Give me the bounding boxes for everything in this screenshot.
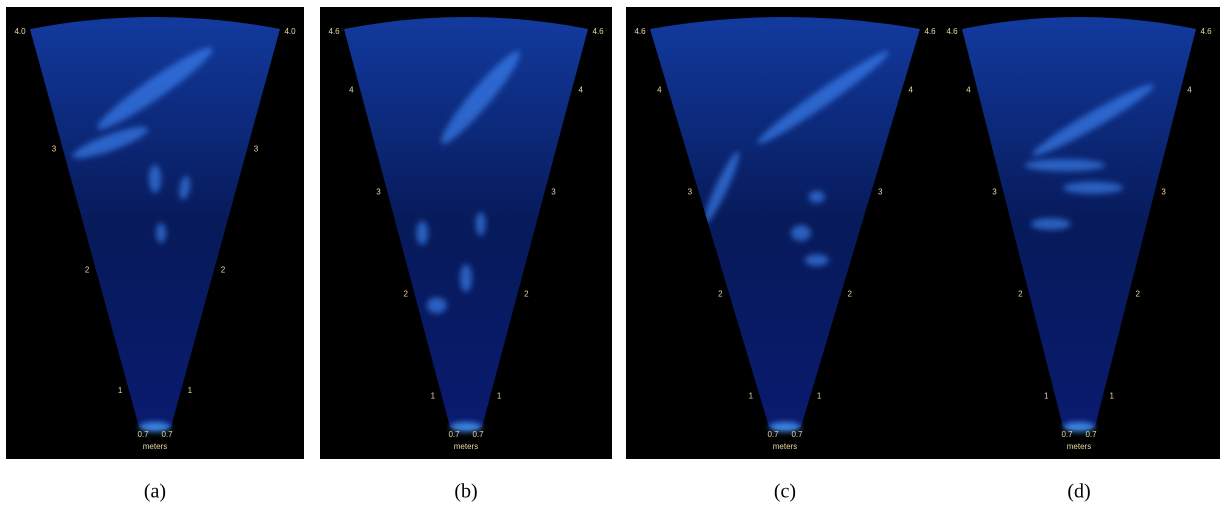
transducer-glow — [450, 422, 482, 432]
range-label: 4.6 — [328, 27, 340, 36]
echo — [1030, 217, 1071, 230]
echo-group — [1024, 84, 1154, 230]
sonar-fan — [30, 17, 280, 430]
range-label: 2 — [1018, 289, 1023, 298]
range-label: 4 — [578, 85, 583, 94]
echo — [72, 126, 148, 159]
echo — [416, 221, 429, 245]
range-label: 2 — [524, 289, 529, 298]
range-label: 2 — [221, 265, 226, 274]
sonar-fan — [962, 17, 1196, 430]
sonar-panel: 4.6 4 3 2 1 0.7 4.6 4 3 2 1 0.7 meters — [320, 7, 612, 459]
range-label: 3 — [52, 145, 57, 154]
range-label: 1 — [188, 386, 193, 395]
sonar-fan — [650, 17, 920, 430]
caption: (d) — [1067, 481, 1090, 503]
range-label: 3 — [1161, 187, 1166, 196]
echo — [426, 297, 447, 314]
echo-group — [703, 51, 889, 267]
range-label: 2 — [718, 289, 723, 298]
echo — [1024, 159, 1105, 172]
range-label: 3 — [551, 187, 556, 196]
echo — [441, 50, 520, 144]
echo-group — [72, 47, 213, 243]
range-label: 2 — [847, 289, 852, 298]
range-label: 0.7 — [1085, 430, 1097, 439]
range-label: 0.7 — [791, 430, 803, 439]
sonar-panel: 4.6 4 3 2 1 0.7 4.6 4 3 2 1 0.7 meters — [626, 7, 944, 459]
sonar-panel: 4.6 4 3 2 1 0.7 4.6 4 3 2 1 0.7 meters — [938, 7, 1220, 459]
unit-label: meters — [143, 442, 167, 451]
echo — [804, 254, 829, 267]
range-label: 4.6 — [946, 27, 958, 36]
sonar-panel: 4.0 3 2 1 0.7 4.0 3 2 1 0.7 meters — [6, 7, 304, 459]
echo — [97, 47, 213, 130]
range-label: 3 — [254, 145, 259, 154]
transducer-glow — [139, 422, 171, 432]
range-label: 4.6 — [924, 27, 936, 36]
range-label: 4.6 — [1200, 27, 1212, 36]
echo — [808, 190, 825, 203]
range-label: 1 — [431, 391, 436, 400]
range-label: 4 — [1187, 85, 1192, 94]
range-label: 4 — [349, 85, 354, 94]
range-label: 2 — [403, 289, 408, 298]
range-label: 2 — [1135, 289, 1140, 298]
range-label: 3 — [688, 187, 693, 196]
unit-label: meters — [773, 442, 797, 451]
sonar-fan — [344, 17, 588, 430]
echo — [790, 225, 811, 241]
unit-label: meters — [454, 442, 478, 451]
range-label: 1 — [1044, 391, 1049, 400]
range-label: 1 — [1110, 391, 1115, 400]
unit-label: meters — [1067, 442, 1091, 451]
echo — [460, 264, 472, 293]
range-label: 0.7 — [767, 430, 779, 439]
range-label: 4 — [908, 85, 913, 94]
echo — [475, 211, 486, 236]
range-label: 0.7 — [137, 430, 149, 439]
range-label: 1 — [497, 391, 502, 400]
echo — [1032, 84, 1154, 156]
range-label: 4.0 — [284, 27, 296, 36]
echo — [149, 164, 161, 193]
range-label: 3 — [992, 187, 997, 196]
transducer-glow — [1063, 422, 1095, 432]
range-label: 2 — [85, 265, 90, 274]
range-label: 4.6 — [592, 27, 604, 36]
transducer-glow — [769, 422, 801, 432]
range-label: 0.7 — [1061, 430, 1073, 439]
range-label: 3 — [376, 187, 381, 196]
range-label: 1 — [817, 391, 822, 400]
range-label: 4 — [657, 85, 662, 94]
range-label: 1 — [118, 386, 123, 395]
range-label: 3 — [878, 187, 883, 196]
caption: (b) — [454, 481, 477, 503]
range-label: 4 — [966, 85, 971, 94]
range-label: 4.0 — [14, 27, 26, 36]
echo — [1063, 181, 1124, 194]
range-label: 4.6 — [634, 27, 646, 36]
echo — [155, 223, 166, 243]
range-label: 0.7 — [448, 430, 460, 439]
range-label: 0.7 — [161, 430, 173, 439]
echo — [757, 51, 889, 144]
echo-group — [416, 50, 520, 314]
range-label: 0.7 — [472, 430, 484, 439]
caption: (c) — [774, 481, 796, 503]
range-label: 1 — [749, 391, 754, 400]
echo — [703, 151, 740, 225]
caption: (a) — [144, 481, 166, 503]
echo — [179, 175, 191, 200]
